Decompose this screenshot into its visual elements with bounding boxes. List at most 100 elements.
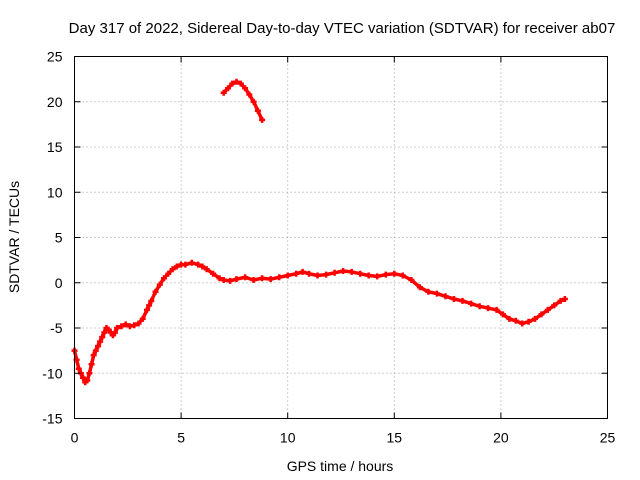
x-axis-label: GPS time / hours xyxy=(287,458,394,474)
data-point xyxy=(84,377,91,384)
data-point xyxy=(506,315,513,322)
data-point xyxy=(500,311,506,318)
data-point xyxy=(250,277,257,283)
data-point xyxy=(442,293,449,300)
data-point xyxy=(210,270,217,277)
data-point xyxy=(485,305,492,312)
data-point xyxy=(323,271,330,278)
data-point xyxy=(544,306,551,313)
data-point xyxy=(519,320,526,327)
data-point xyxy=(216,275,223,282)
series-line xyxy=(221,80,264,122)
data-point xyxy=(95,343,101,350)
data-point xyxy=(284,272,291,279)
data-point xyxy=(188,259,195,266)
data-point xyxy=(331,269,338,276)
data-point xyxy=(152,288,159,295)
data-point xyxy=(88,361,95,368)
data-point xyxy=(195,261,202,268)
x-axis-ticks: 0 5 10 15 20 25 xyxy=(71,56,615,446)
data-point xyxy=(416,284,423,291)
data-point xyxy=(233,78,240,85)
data-point xyxy=(92,347,99,354)
data-point xyxy=(199,263,206,270)
data-point xyxy=(525,318,532,325)
data-point xyxy=(182,261,189,268)
y-tick-label: -15 xyxy=(42,411,62,427)
data-point xyxy=(220,89,227,96)
data-point xyxy=(314,272,321,279)
data-point xyxy=(340,268,347,274)
data-point xyxy=(122,321,129,328)
grid xyxy=(74,56,608,419)
x-tick-label: 15 xyxy=(387,430,403,446)
data-point xyxy=(512,317,519,324)
data-point xyxy=(203,266,210,273)
data-point xyxy=(538,311,545,318)
data-point xyxy=(148,297,155,304)
data-point xyxy=(348,268,355,275)
data-point xyxy=(276,274,283,281)
data-point xyxy=(374,273,381,280)
series-0 xyxy=(71,259,568,386)
data-point xyxy=(382,271,389,278)
data-point xyxy=(242,274,249,281)
data-point xyxy=(135,320,142,327)
y-tick-label: 5 xyxy=(55,230,63,246)
data-point xyxy=(114,325,121,331)
series-1 xyxy=(220,78,266,123)
y-tick-label: 15 xyxy=(47,139,63,155)
plot-frame xyxy=(74,56,608,419)
y-tick-label: 25 xyxy=(47,49,63,65)
data-point xyxy=(139,315,146,322)
data-point xyxy=(391,270,398,277)
y-tick-label: -10 xyxy=(42,365,62,381)
data-point xyxy=(299,268,306,275)
data-point xyxy=(365,272,372,279)
data-point xyxy=(408,277,415,283)
data-point xyxy=(101,329,108,336)
data-point xyxy=(250,98,257,105)
x-tick-label: 10 xyxy=(280,430,296,446)
data-point xyxy=(131,322,138,329)
data-point xyxy=(293,270,300,277)
data-point xyxy=(144,306,150,313)
data-point xyxy=(225,85,231,92)
data-point xyxy=(476,303,483,310)
data-point xyxy=(357,270,364,277)
data-point xyxy=(165,270,172,277)
data-point xyxy=(242,85,249,92)
data-point xyxy=(254,107,261,114)
data-point xyxy=(259,116,266,123)
data-point xyxy=(233,276,240,283)
x-tick-label: 5 xyxy=(177,430,185,446)
x-tick-label: 20 xyxy=(493,430,509,446)
series-line xyxy=(72,261,567,385)
data-point xyxy=(227,277,234,284)
data-point xyxy=(229,80,236,87)
data-point xyxy=(532,315,538,322)
data-point xyxy=(557,297,564,304)
y-tick-label: 0 xyxy=(55,275,63,291)
data-point xyxy=(433,290,440,297)
y-tick-label: 20 xyxy=(47,94,63,110)
data-point xyxy=(161,275,167,282)
data-point xyxy=(156,281,163,288)
data-point xyxy=(99,334,106,341)
x-tick-label: 0 xyxy=(71,430,79,446)
data-point xyxy=(551,302,558,309)
data-point xyxy=(75,365,82,372)
series-layer xyxy=(71,78,568,386)
data-point xyxy=(399,272,406,279)
data-point xyxy=(468,300,475,307)
data-point xyxy=(118,323,125,330)
data-point xyxy=(493,306,500,313)
y-axis-ticks: -15 -10 -5 0 5 10 15 20 25 xyxy=(42,49,608,427)
data-point xyxy=(451,296,457,302)
data-point xyxy=(146,302,153,309)
chart-title: Day 317 of 2022, Sidereal Day-to-day VTE… xyxy=(69,20,616,37)
data-point xyxy=(112,329,118,336)
y-tick-label: -5 xyxy=(50,320,63,336)
data-point xyxy=(306,270,312,277)
